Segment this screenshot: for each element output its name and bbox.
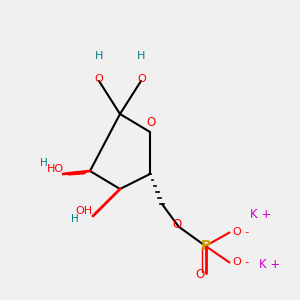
Text: O: O <box>137 74 146 85</box>
Text: H: H <box>40 158 47 169</box>
Text: OH: OH <box>75 206 93 217</box>
Text: O: O <box>94 74 103 85</box>
Text: O: O <box>172 218 182 232</box>
Text: H: H <box>95 50 103 61</box>
Text: O -: O - <box>233 256 249 267</box>
Text: H: H <box>71 214 79 224</box>
Text: O -: O - <box>233 226 249 237</box>
Text: HO: HO <box>47 164 64 175</box>
Text: O: O <box>195 268 204 281</box>
Text: K +: K + <box>250 208 272 221</box>
Text: O: O <box>146 116 155 130</box>
Text: P: P <box>200 239 211 253</box>
Text: K +: K + <box>260 257 280 271</box>
Text: H: H <box>137 50 145 61</box>
